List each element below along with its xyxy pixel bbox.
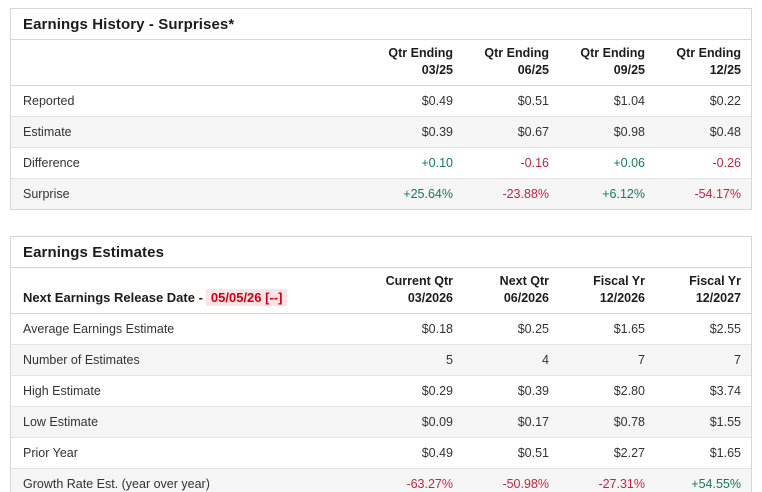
value-cell: $1.65 <box>655 436 751 468</box>
row-label: Difference <box>11 146 367 179</box>
row-label: Growth Rate Est. (year over year) <box>11 467 367 492</box>
value-cell: $0.49 <box>367 436 463 468</box>
table-row: Estimate $0.39 $0.67 $0.98 $0.48 <box>11 115 751 148</box>
earnings-estimates-title: Earnings Estimates <box>11 237 751 268</box>
value-cell: $0.22 <box>709 93 741 108</box>
table-row: High Estimate $0.29 $0.39 $2.80 $3.74 <box>11 374 751 406</box>
estimates-header-row: Next Earnings Release Date -05/05/26 [--… <box>11 267 751 314</box>
value-cell: $0.98 <box>559 115 655 148</box>
value-cell: $0.25 <box>517 321 549 336</box>
value-cell: +54.55% <box>655 467 751 492</box>
value-cell: -0.16 <box>463 146 559 179</box>
value-cell: +6.12% <box>559 177 655 209</box>
value-cell: $2.27 <box>559 436 655 468</box>
value-cell: $1.04 <box>613 93 645 108</box>
value-cell: -23.88% <box>463 177 559 209</box>
value-cell: +0.10 <box>367 146 463 179</box>
row-label: Reported <box>23 93 75 108</box>
history-header-row: Qtr Ending 03/25 Qtr Ending 06/25 Qtr Ending… <box>11 40 751 86</box>
row-label: Prior Year <box>11 436 367 468</box>
value-cell: $0.39 <box>463 374 559 406</box>
column-header: Qtr Ending 06/25 <box>463 40 559 86</box>
value-cell: $2.80 <box>559 374 655 406</box>
value-cell: 7 <box>559 343 655 375</box>
table-row: Low Estimate $0.09 $0.17 $0.78 $1.55 <box>11 405 751 437</box>
row-label: High Estimate <box>11 374 367 406</box>
value-cell: $3.74 <box>655 374 751 406</box>
value-cell: -50.98% <box>463 467 559 492</box>
history-table-body: Reported $0.49 $0.51 $1.04 $0.22 Estimate $0.3… <box>11 85 751 209</box>
value-cell: $1.65 <box>613 321 645 336</box>
earnings-estimates-table: Next Earnings Release Date -05/05/26 [--… <box>11 267 751 492</box>
table-row: Average Earnings Estimate $0.18 $0.25 $1.65… <box>11 313 751 344</box>
value-cell: $0.78 <box>559 405 655 437</box>
value-cell: 4 <box>463 343 559 375</box>
value-cell: $0.18 <box>421 321 453 336</box>
value-cell: $0.39 <box>367 115 463 148</box>
value-cell: -27.31% <box>559 467 655 492</box>
estimates-table-body: Average Earnings Estimate $0.18 $0.25 $1.65… <box>11 313 751 492</box>
column-header: Fiscal Yr 12/2027 <box>655 267 751 314</box>
column-header: Qtr Ending 03/25 <box>367 40 463 86</box>
row-label: Estimate <box>11 115 367 148</box>
release-date-label: Next Earnings Release Date - <box>23 289 203 305</box>
row-label: Low Estimate <box>11 405 367 437</box>
value-cell: $0.49 <box>421 93 453 108</box>
value-cell: -54.17% <box>655 177 751 209</box>
history-header-spacer <box>11 40 367 86</box>
next-earnings-release-date: Next Earnings Release Date -05/05/26 [--… <box>11 267 367 314</box>
release-date-badge: 05/05/26 [--] <box>205 288 288 306</box>
table-row: Surprise +25.64% -23.88% +6.12% -54.17% <box>11 177 751 209</box>
value-cell: $0.09 <box>367 405 463 437</box>
column-header: Fiscal Yr 12/2026 <box>559 267 655 314</box>
earnings-history-title: Earnings History - Surprises* <box>11 9 751 40</box>
earnings-history-card: Earnings History - Surprises* Qtr Ending… <box>10 8 752 210</box>
earnings-history-table: Qtr Ending 03/25 Qtr Ending 06/25 Qtr Ending… <box>11 40 751 209</box>
value-cell: $2.55 <box>709 321 741 336</box>
value-cell: +0.06 <box>559 146 655 179</box>
value-cell: $0.48 <box>655 115 751 148</box>
table-row: Reported $0.49 $0.51 $1.04 $0.22 <box>11 85 751 116</box>
table-row: Number of Estimates 5 4 7 7 <box>11 343 751 375</box>
value-cell: -0.26 <box>655 146 751 179</box>
value-cell: -63.27% <box>367 467 463 492</box>
value-cell: $0.17 <box>463 405 559 437</box>
value-cell: $0.29 <box>367 374 463 406</box>
row-label: Surprise <box>11 177 367 209</box>
table-row: Difference +0.10 -0.16 +0.06 -0.26 <box>11 146 751 179</box>
value-cell: 5 <box>367 343 463 375</box>
column-header: Current Qtr 03/2026 <box>367 267 463 314</box>
row-label: Number of Estimates <box>11 343 367 375</box>
table-row: Growth Rate Est. (year over year) -63.27%… <box>11 467 751 492</box>
table-row: Prior Year $0.49 $0.51 $2.27 $1.65 <box>11 436 751 468</box>
value-cell: 7 <box>655 343 751 375</box>
value-cell: +25.64% <box>367 177 463 209</box>
value-cell: $1.55 <box>655 405 751 437</box>
column-header: Qtr Ending 12/25 <box>655 40 751 86</box>
row-label: Average Earnings Estimate <box>23 321 175 336</box>
column-header: Qtr Ending 09/25 <box>559 40 655 86</box>
value-cell: $0.51 <box>517 93 549 108</box>
value-cell: $0.67 <box>463 115 559 148</box>
earnings-estimates-card: Earnings Estimates Next Earnings Release… <box>10 235 752 492</box>
value-cell: $0.51 <box>463 436 559 468</box>
column-header: Next Qtr 06/2026 <box>463 267 559 314</box>
